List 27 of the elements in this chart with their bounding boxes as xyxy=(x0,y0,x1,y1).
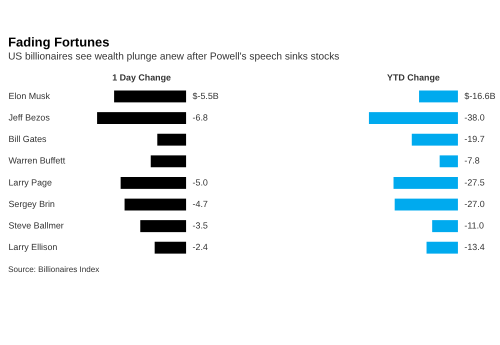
data-label: -7.8 xyxy=(464,156,480,166)
chart-subtitle: US billionaires see wealth plunge anew after Powell's speech sinks stocks xyxy=(8,52,340,63)
y-tick-label: Larry Page xyxy=(8,177,52,188)
y-tick-label: Sergey Brin xyxy=(8,198,55,209)
y-tick-label: Elon Musk xyxy=(8,90,50,101)
data-label: -13.4 xyxy=(464,242,485,252)
data-label: -4.7 xyxy=(192,198,208,209)
data-label: -27.5 xyxy=(464,177,485,188)
data-label: -19.7 xyxy=(464,134,485,144)
y-tick-label: Larry Ellison xyxy=(8,242,58,252)
data-label: -11.0 xyxy=(464,220,484,231)
y-tick-label: Warren Buffett xyxy=(8,156,66,166)
data-label: $-5.5B xyxy=(192,90,219,101)
data-label: -5.0 xyxy=(192,177,208,188)
series-label: 1 Day Change xyxy=(112,72,171,82)
series-label: YTD Change xyxy=(387,72,440,82)
y-tick-label: Steve Ballmer xyxy=(8,220,64,231)
data-label: -6.8 xyxy=(192,112,208,123)
data-label: -3.5 xyxy=(192,220,208,231)
data-label: $-16.6B xyxy=(464,90,496,101)
y-tick-label: Bill Gates xyxy=(8,134,48,144)
data-label: -27.0 xyxy=(464,198,485,209)
y-tick-label: Jeff Bezos xyxy=(8,112,50,123)
data-label: -38.0 xyxy=(464,112,485,123)
source-note: Source: Billionaires Index xyxy=(8,265,100,274)
data-label: -2.4 xyxy=(192,242,208,252)
chart-title: Fading Fortunes xyxy=(8,34,110,50)
